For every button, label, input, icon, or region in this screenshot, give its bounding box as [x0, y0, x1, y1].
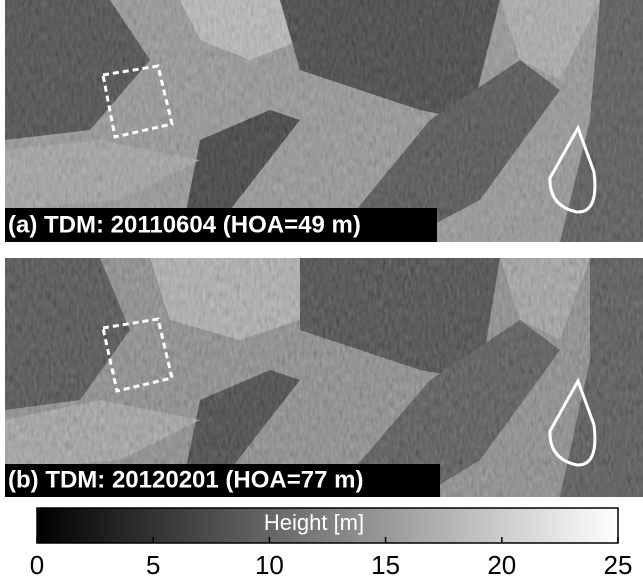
tick-label: 0	[30, 550, 44, 580]
colorbar-label: Height [m]	[264, 510, 364, 535]
tick-label: 25	[604, 550, 633, 580]
colorbar	[36, 507, 619, 544]
tick-label: 5	[146, 550, 160, 580]
panel-label: (b) TDM: 20120201 (HOA=77 m)	[8, 466, 363, 493]
panel-image	[5, 258, 643, 497]
label-box	[5, 208, 437, 242]
panel-label: (a) TDM: 20110604 (HOA=49 m)	[8, 211, 361, 238]
label-box	[5, 464, 440, 497]
tick-label: 10	[255, 550, 284, 580]
panel-image	[5, 0, 643, 242]
tick-label: 15	[371, 550, 400, 580]
tick-label: 20	[487, 550, 516, 580]
